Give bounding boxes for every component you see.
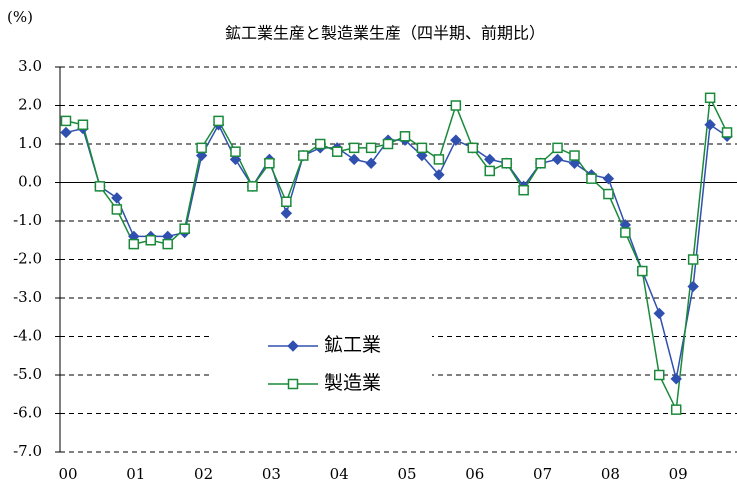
point (382, 138, 394, 150)
point (60, 115, 72, 127)
legend-box (210, 322, 432, 402)
y-tick-label: 3.0 (18, 57, 42, 75)
point (247, 181, 258, 192)
point (162, 238, 173, 250)
legend-label: 製造業 (324, 372, 381, 394)
point (77, 119, 89, 130)
point (602, 172, 615, 185)
y-tick-label: 1.0 (18, 134, 42, 152)
point (450, 134, 462, 146)
x-tick-label: 03 (262, 465, 281, 483)
point (450, 100, 462, 111)
x-tick-label: 04 (330, 465, 349, 483)
point (365, 157, 377, 169)
y-tick-label: -1.0 (13, 211, 42, 229)
series-line (65, 95, 728, 413)
point (315, 138, 326, 150)
point (704, 119, 716, 131)
y-tick-label: -4.0 (13, 327, 42, 345)
point (653, 307, 665, 320)
point (230, 146, 241, 157)
point (551, 153, 564, 166)
point (637, 265, 648, 277)
point (569, 150, 580, 161)
point (111, 204, 123, 215)
point (331, 146, 343, 157)
legend-marker (287, 340, 299, 352)
point (535, 158, 546, 169)
point (281, 196, 292, 207)
point (298, 150, 309, 161)
y-axis-label: (%) (7, 8, 33, 26)
x-tick-label: 05 (397, 465, 416, 483)
point (213, 115, 224, 127)
legend-label: 鉱工業 (324, 334, 381, 356)
legend-marker (287, 378, 299, 390)
x-tick-label: 06 (465, 465, 484, 483)
point (348, 153, 360, 166)
point (704, 92, 716, 104)
point (603, 188, 614, 200)
point (518, 184, 529, 196)
point (721, 127, 733, 138)
x-tick-label: 00 (58, 465, 77, 483)
point (670, 373, 682, 385)
x-tick-label: 07 (533, 465, 552, 483)
x-tick-label: 01 (126, 465, 145, 483)
point (687, 280, 699, 293)
point (433, 154, 445, 165)
point (687, 254, 699, 265)
point (348, 142, 360, 154)
point (399, 131, 411, 142)
point (586, 173, 597, 184)
point (196, 142, 207, 154)
point (94, 181, 106, 192)
x-tick-label: 08 (601, 465, 620, 483)
point (264, 158, 275, 169)
point (416, 142, 428, 154)
y-tick-label: -7.0 (13, 442, 42, 460)
point (670, 404, 682, 415)
chart-title: 鉱工業生産と製造業生産（四半期、前期比） (225, 24, 545, 43)
y-tick-label: 0.0 (18, 173, 42, 191)
point (620, 227, 631, 238)
y-tick-label: -6.0 (13, 404, 42, 422)
point (128, 238, 140, 250)
point (467, 142, 479, 154)
point (179, 223, 190, 234)
y-tick-label: 2.0 (18, 96, 42, 114)
point (365, 142, 377, 154)
x-tick-label: 09 (669, 465, 688, 483)
point (433, 169, 445, 181)
point (654, 369, 665, 381)
point (111, 192, 123, 204)
point (484, 153, 496, 166)
point (280, 207, 293, 220)
point (501, 158, 512, 169)
y-tick-label: -5.0 (13, 365, 42, 383)
x-tick-label: 02 (194, 465, 213, 483)
y-tick-label: -2.0 (13, 250, 42, 268)
y-tick-label: -3.0 (13, 288, 42, 306)
point (552, 142, 563, 154)
point (60, 126, 72, 139)
point (145, 235, 156, 246)
point (484, 165, 495, 177)
